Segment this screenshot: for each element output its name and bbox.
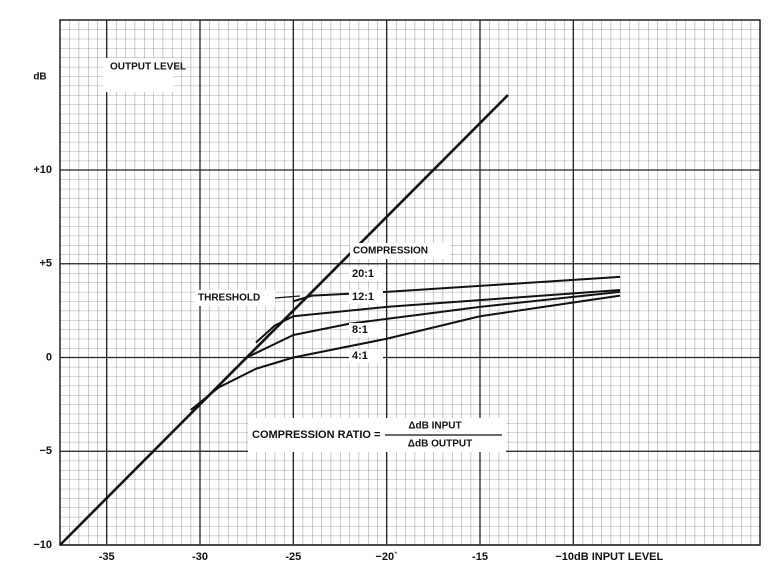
y-tick-label: −10	[33, 539, 52, 551]
curve-label: 20:1	[352, 268, 374, 280]
formula-numerator: ΔdB INPUT	[408, 421, 461, 432]
x-tick-label: -35	[99, 551, 115, 563]
y-axis-label: OUTPUT LEVEL	[110, 62, 186, 73]
formula: COMPRESSION RATIO =	[252, 429, 380, 441]
label-box	[103, 58, 173, 92]
curve-label: 4:1	[352, 350, 368, 362]
label-box	[349, 267, 383, 281]
label-box	[195, 290, 275, 306]
y-tick-label: 0	[46, 351, 52, 363]
y-tick-label: +10	[33, 164, 52, 176]
plot-area	[59, 19, 761, 546]
label-box	[349, 290, 383, 304]
x-tick-label: -30	[192, 551, 208, 563]
curve-label: 12:1	[352, 291, 374, 303]
x-tick-label: -15	[472, 551, 488, 563]
curve	[190, 294, 621, 411]
annotation: THRESHOLD	[198, 293, 260, 304]
formula-denominator: ΔdB OUTPUT	[408, 439, 472, 450]
x-tick-label: -25	[285, 551, 301, 563]
y-tick-label: −5	[39, 445, 52, 457]
label-box	[349, 349, 383, 363]
curve-label: 8:1	[352, 324, 368, 336]
label-box	[349, 323, 383, 337]
y-tick-label: +5	[39, 258, 52, 270]
annotation: COMPRESSION	[353, 246, 428, 257]
label-box	[350, 243, 450, 259]
x-tick-label: −20`	[376, 551, 399, 563]
curve	[227, 290, 621, 377]
y-unit: dB	[33, 72, 46, 83]
curve	[255, 289, 621, 344]
pointer	[274, 295, 301, 299]
x-tick-label: −10dB INPUT LEVEL	[555, 551, 663, 563]
